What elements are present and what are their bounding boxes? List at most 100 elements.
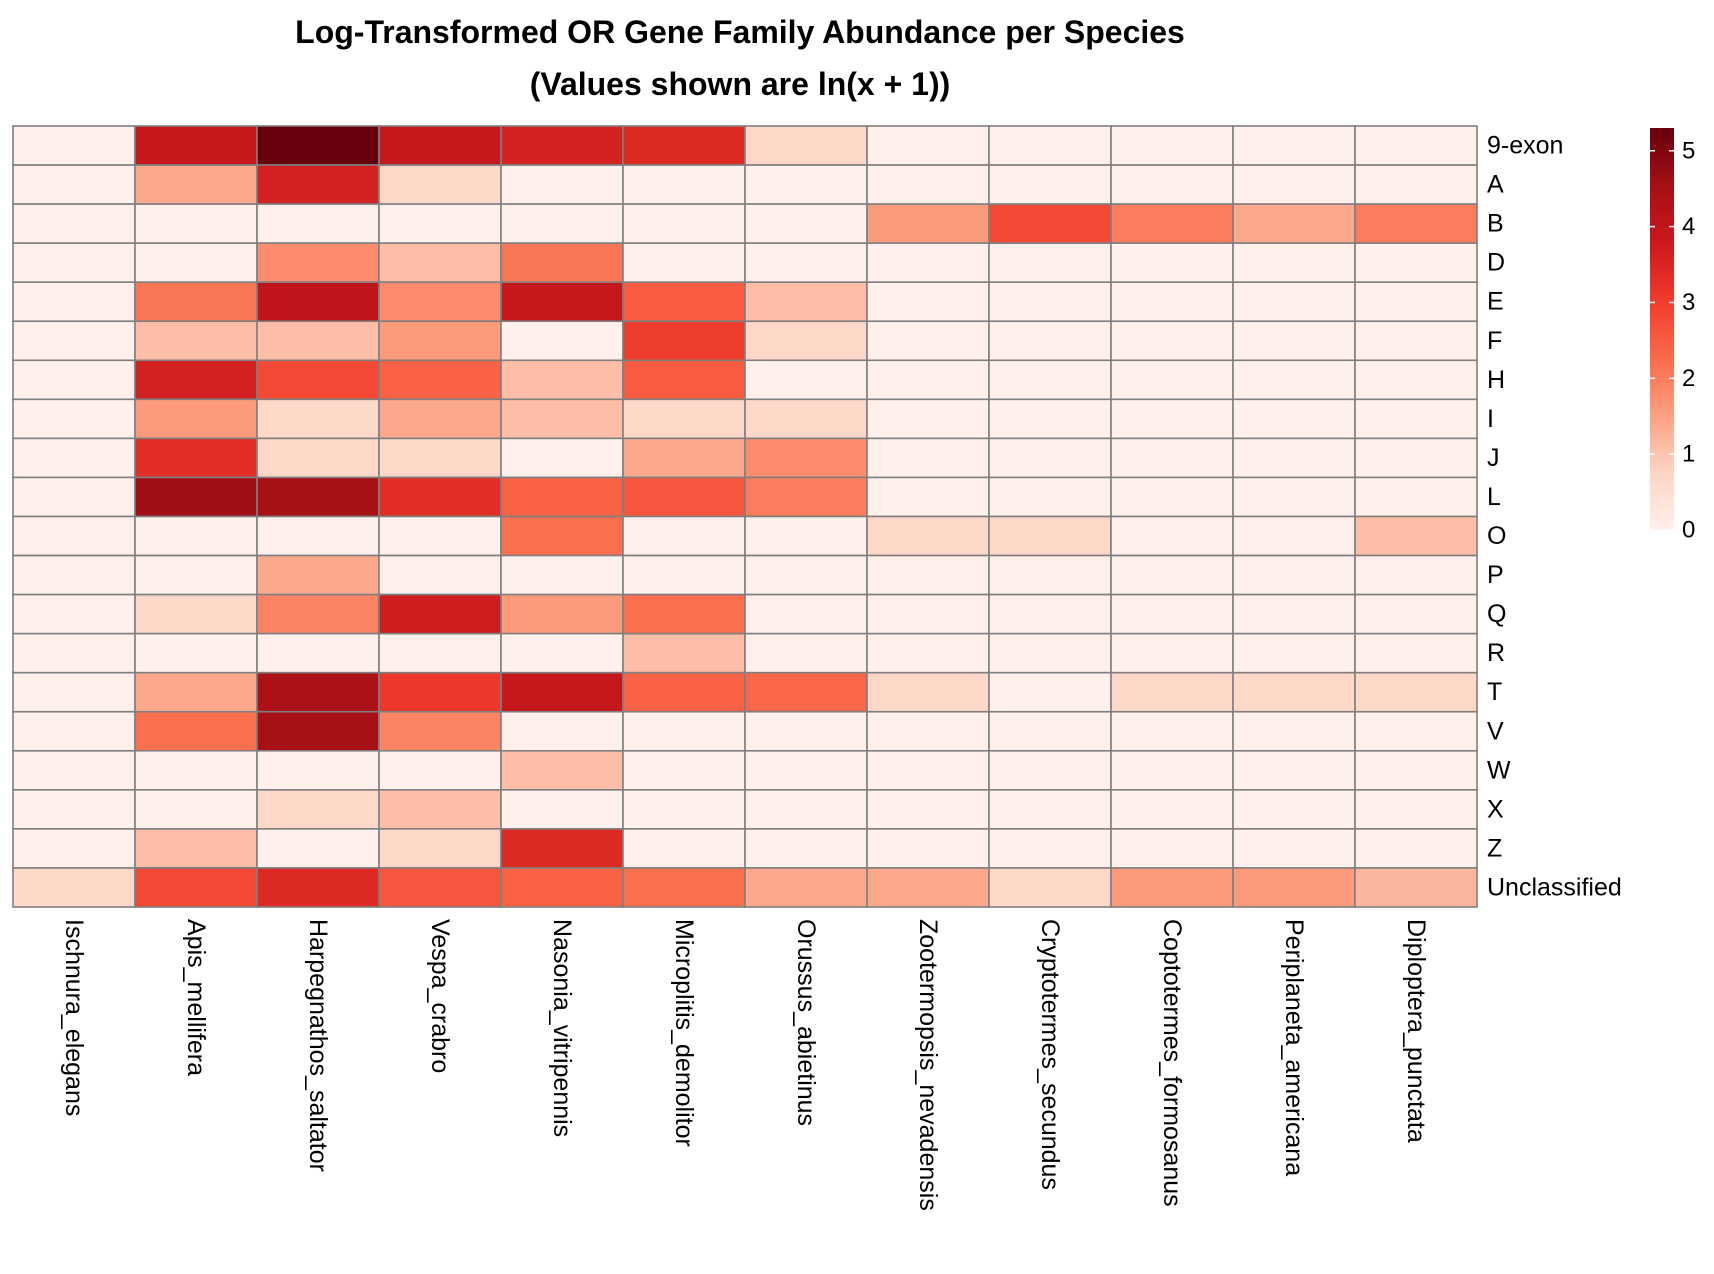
heatmap-cell <box>256 515 380 557</box>
heatmap-cell <box>622 281 746 323</box>
heatmap-cell <box>378 125 502 166</box>
heatmap-cell <box>1232 749 1356 791</box>
row-label: W <box>1487 756 1511 784</box>
heatmap-cell <box>134 710 258 752</box>
heatmap-cell <box>378 828 502 869</box>
heatmap-cell <box>744 867 868 908</box>
column-labels: Ischnura_elegans Apis_mellifera Harpegnath… <box>60 919 1430 1211</box>
heatmap-cell <box>256 632 380 674</box>
heatmap-cell <box>12 710 136 752</box>
heatmap-cell <box>134 359 258 401</box>
row-label: Unclassified <box>1487 873 1622 901</box>
heatmap-cell <box>866 164 990 205</box>
heatmap-cell <box>622 320 746 362</box>
heatmap-cell <box>622 203 746 244</box>
heatmap-cell <box>500 671 624 713</box>
heatmap-cell <box>1354 789 1478 830</box>
column-label: Cryptotermes_secundus <box>1036 919 1064 1190</box>
heatmap-cell <box>1110 398 1234 440</box>
heatmap-cell <box>12 671 136 713</box>
heatmap-cell <box>500 242 624 283</box>
legend-tick-label: 0 <box>1682 517 1695 544</box>
heatmap-cell <box>1232 710 1356 752</box>
heatmap-cell <box>12 476 136 518</box>
heatmap-cell <box>1110 164 1234 205</box>
heatmap-cell <box>256 437 380 479</box>
color-legend: 0 1 2 3 4 5 <box>1650 128 1695 544</box>
heatmap-cell <box>134 632 258 674</box>
row-label: V <box>1487 717 1504 745</box>
heatmap-cell <box>988 593 1112 635</box>
heatmap-cell <box>12 515 136 557</box>
heatmap-cell <box>12 359 136 401</box>
heatmap-cell <box>1354 398 1478 440</box>
heatmap-cell <box>866 749 990 791</box>
heatmap-cell <box>622 437 746 479</box>
heatmap-cell <box>12 749 136 791</box>
heatmap-cell <box>134 671 258 713</box>
heatmap-cell <box>988 710 1112 752</box>
heatmap-cell <box>134 242 258 283</box>
heatmap-cell <box>622 359 746 401</box>
heatmap-cell <box>1354 437 1478 479</box>
heatmap-cell <box>256 710 380 752</box>
heatmap-cell <box>866 671 990 713</box>
legend-ticks: 0 1 2 3 4 5 <box>1650 137 1695 544</box>
heatmap-cell <box>744 554 868 596</box>
heatmap-cell <box>378 789 502 830</box>
heatmap-cell <box>1232 203 1356 244</box>
heatmap-cell <box>500 359 624 401</box>
column-label: Ischnura_elegans <box>60 919 88 1116</box>
heatmap-cell <box>866 632 990 674</box>
heatmap-cell <box>622 593 746 635</box>
heatmap-cell <box>744 671 868 713</box>
heatmap-cell <box>866 242 990 283</box>
heatmap-cell <box>500 437 624 479</box>
heatmap-cell <box>744 242 868 283</box>
heatmap-cell <box>1354 359 1478 401</box>
heatmap-cell <box>378 515 502 557</box>
heatmap-cell <box>866 789 990 830</box>
row-label: D <box>1487 249 1505 277</box>
heatmap-cell <box>622 242 746 283</box>
chart-subtitle: (Values shown are ln(x + 1)) <box>529 66 951 102</box>
heatmap-cell <box>378 164 502 205</box>
heatmap-cell <box>500 398 624 440</box>
heatmap-cell <box>134 789 258 830</box>
heatmap-cell <box>988 789 1112 830</box>
row-label: H <box>1487 366 1505 394</box>
heatmap-cell <box>866 359 990 401</box>
heatmap-cell <box>378 476 502 518</box>
row-label: O <box>1487 522 1506 550</box>
heatmap-cell <box>1232 593 1356 635</box>
legend-tick-label: 1 <box>1682 441 1695 468</box>
heatmap-cell <box>256 320 380 362</box>
heatmap-cell <box>500 710 624 752</box>
heatmap-cell <box>378 749 502 791</box>
heatmap-cell <box>866 320 990 362</box>
heatmap-cell <box>1110 203 1234 244</box>
heatmap-cell <box>988 632 1112 674</box>
heatmap-cell <box>744 359 868 401</box>
heatmap-cell <box>1232 671 1356 713</box>
heatmap-cell <box>134 515 258 557</box>
heatmap-cell <box>1354 710 1478 752</box>
heatmap-cell <box>378 554 502 596</box>
heatmap-cell <box>622 476 746 518</box>
heatmap-cell <box>378 359 502 401</box>
heatmap-cell <box>12 632 136 674</box>
heatmap-cell <box>500 554 624 596</box>
column-label: Harpegnathos_saltator <box>304 919 332 1172</box>
heatmap-cell <box>622 164 746 205</box>
heatmap-cell <box>12 281 136 323</box>
heatmap-cell <box>622 515 746 557</box>
heatmap-cell <box>988 398 1112 440</box>
heatmap-cell <box>1354 671 1478 713</box>
heatmap-cell <box>12 203 136 244</box>
heatmap-cell <box>866 867 990 908</box>
heatmap-cell <box>500 164 624 205</box>
heatmap-cell <box>256 828 380 869</box>
heatmap-cell <box>500 593 624 635</box>
row-label: X <box>1487 795 1504 823</box>
